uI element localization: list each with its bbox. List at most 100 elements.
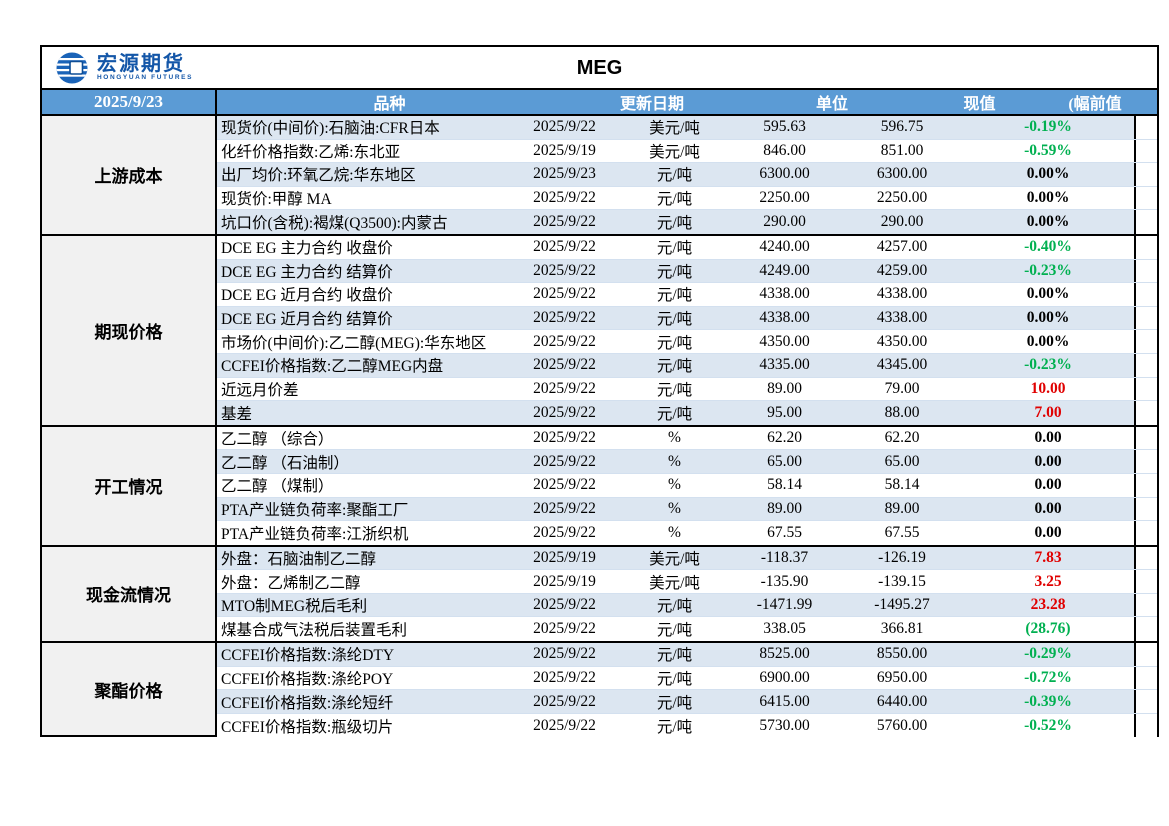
cell-spacer <box>1134 235 1157 259</box>
table-row: CCFEI价格指数:涤纶DTY 2025/9/22 元/吨 8525.00 85… <box>217 643 1157 667</box>
cell-previous-value: 89.00 <box>884 499 920 517</box>
cell-unit: 元/吨 <box>656 670 693 688</box>
table-section: 聚酯价格 CCFEI价格指数:涤纶DTY 2025/9/22 元/吨 8525.… <box>42 641 1157 738</box>
cell-product: 现货价:甲醇 MA <box>221 191 332 209</box>
cell-previous-value: 4257.00 <box>876 238 928 256</box>
cell-update-date: 2025/9/22 <box>533 620 596 638</box>
cell-unit: 元/吨 <box>656 647 693 665</box>
table-row: 乙二醇 （综合） 2025/9/22 % 62.20 62.20 0.00 <box>217 426 1157 451</box>
cell-unit: 元/吨 <box>656 311 693 329</box>
report-header-band: MEG 宏源期货 HONGYUAN FUTURES <box>42 47 1157 90</box>
cell-product: 出厂均价:环氧乙烷:华东地区 <box>221 167 416 185</box>
brand-text: 宏源期货 HONGYUAN FUTURES <box>97 54 193 82</box>
cell-current-value: 4338.00 <box>759 285 810 303</box>
cell-previous-value: 4338.00 <box>876 309 928 327</box>
table-row: DCE EG 主力合约 结算价 2025/9/22 元/吨 4249.00 42… <box>217 259 1157 284</box>
cell-previous-value: 58.14 <box>884 476 920 494</box>
cell-unit: 元/吨 <box>656 381 693 399</box>
cell-product: 现货价(中间价):石脑油:CFR日本 <box>221 120 440 138</box>
cell-change: 0.00% <box>1026 165 1070 183</box>
table-row: 基差 2025/9/22 元/吨 95.00 88.00 7.00 <box>217 401 1157 425</box>
table-row: 现货价(中间价):石脑油:CFR日本 2025/9/22 美元/吨 595.63… <box>217 116 1157 140</box>
cell-unit: 美元/吨 <box>649 120 700 138</box>
cell-update-date: 2025/9/22 <box>533 476 596 494</box>
cell-unit: 美元/吨 <box>649 574 700 592</box>
cell-change: 0.00 <box>1034 452 1062 470</box>
cell-spacer <box>1134 713 1157 738</box>
cell-update-date: 2025/9/22 <box>533 213 596 231</box>
cell-previous-value: -126.19 <box>878 548 926 566</box>
cell-change: -0.40% <box>1024 238 1072 256</box>
cell-unit: 元/吨 <box>656 598 693 616</box>
table-row: 化纤价格指数:乙烯:东北亚 2025/9/19 美元/吨 846.00 851.… <box>217 139 1157 164</box>
cell-previous-value: 4350.00 <box>876 332 928 350</box>
cell-previous-value: 6440.00 <box>876 692 928 710</box>
cell-change: -0.52% <box>1024 716 1072 734</box>
cell-unit: 元/吨 <box>656 718 693 736</box>
table-section: 现金流情况 外盘：石脑油制乙二醇 2025/9/19 美元/吨 -118.37 … <box>42 544 1157 642</box>
cell-spacer <box>1134 450 1157 473</box>
cell-spacer <box>1134 401 1157 425</box>
section-label: 上游成本 <box>42 116 217 234</box>
table-row: CCFEI价格指数:瓶级切片 2025/9/22 元/吨 5730.00 576… <box>217 713 1157 738</box>
cell-update-date: 2025/9/22 <box>533 452 596 470</box>
cell-current-value: 95.00 <box>767 403 802 421</box>
cell-previous-value: 4338.00 <box>876 285 928 303</box>
cell-update-date: 2025/9/22 <box>533 309 596 327</box>
cell-change: -0.23% <box>1024 261 1072 279</box>
cell-update-date: 2025/9/22 <box>533 645 596 663</box>
cell-unit: % <box>668 476 681 494</box>
table-row: 市场价(中间价):乙二醇(MEG):华东地区 2025/9/22 元/吨 435… <box>217 330 1157 354</box>
cell-update-date: 2025/9/23 <box>533 165 596 183</box>
cell-product: CCFEI价格指数:涤纶DTY <box>221 647 395 665</box>
cell-spacer <box>1134 497 1157 521</box>
cell-previous-value: 65.00 <box>884 452 920 470</box>
cell-current-value: 595.63 <box>763 118 806 136</box>
cell-product: 基差 <box>221 405 253 423</box>
cell-product: CCFEI价格指数:乙二醇MEG内盘 <box>221 358 444 376</box>
cell-spacer <box>1134 690 1157 713</box>
cell-spacer <box>1134 210 1157 234</box>
cell-unit: 美元/吨 <box>649 143 700 161</box>
cell-update-date: 2025/9/22 <box>533 668 596 686</box>
cell-previous-value: 6950.00 <box>876 668 928 686</box>
cell-spacer <box>1134 139 1157 163</box>
section-label: 聚酯价格 <box>42 643 217 738</box>
cell-spacer <box>1134 643 1157 666</box>
hongyuan-logo-icon <box>56 52 88 83</box>
cell-previous-value: 62.20 <box>884 429 920 447</box>
cell-change: 0.00% <box>1026 189 1070 207</box>
cell-update-date: 2025/9/22 <box>533 523 596 541</box>
cell-update-date: 2025/9/22 <box>533 238 596 256</box>
cell-current-value: 65.00 <box>767 452 802 470</box>
cell-current-value: 6900.00 <box>759 668 810 686</box>
cell-previous-value: 8550.00 <box>876 645 928 663</box>
brand-subtitle: HONGYUAN FUTURES <box>97 73 194 81</box>
table-row: 煤基合成气法税后装置毛利 2025/9/22 元/吨 338.05 366.81… <box>217 617 1157 642</box>
cell-change: 10.00 <box>1030 379 1066 397</box>
cell-update-date: 2025/9/22 <box>533 356 596 374</box>
cell-current-value: 4240.00 <box>759 238 810 256</box>
cell-change: -0.59% <box>1024 141 1072 159</box>
cell-update-date: 2025/9/22 <box>533 692 596 710</box>
cell-change: -0.39% <box>1024 692 1072 710</box>
cell-update-date: 2025/9/22 <box>533 189 596 207</box>
column-header-unit: 单位 <box>815 96 848 113</box>
cell-spacer <box>1134 473 1157 497</box>
cell-spacer <box>1134 617 1157 642</box>
cell-unit: 美元/吨 <box>649 550 700 568</box>
table-section: 开工情况 乙二醇 （综合） 2025/9/22 % 62.20 62.20 0.… <box>42 424 1157 545</box>
cell-update-date: 2025/9/22 <box>533 285 596 303</box>
cell-current-value: 89.00 <box>767 379 802 397</box>
column-header-row: 2025/9/23 品种 更新日期 单位 现值 (幅前值 <box>42 90 1157 116</box>
cell-current-value: 338.05 <box>763 620 806 638</box>
meg-report-table: MEG 宏源期货 HONGYUAN FUTURES 2025/9/23 品种 <box>40 45 1159 738</box>
cell-spacer <box>1134 666 1157 690</box>
cell-product: 乙二醇 （石油制） <box>221 454 349 472</box>
cell-product: 外盘：乙烯制乙二醇 <box>221 574 361 592</box>
cell-current-value: 8525.00 <box>759 645 810 663</box>
table-row: DCE EG 主力合约 收盘价 2025/9/22 元/吨 4240.00 42… <box>217 235 1157 260</box>
section-rows: 乙二醇 （综合） 2025/9/22 % 62.20 62.20 0.00 乙二… <box>217 426 1157 545</box>
column-header-product: 品种 <box>373 96 406 113</box>
